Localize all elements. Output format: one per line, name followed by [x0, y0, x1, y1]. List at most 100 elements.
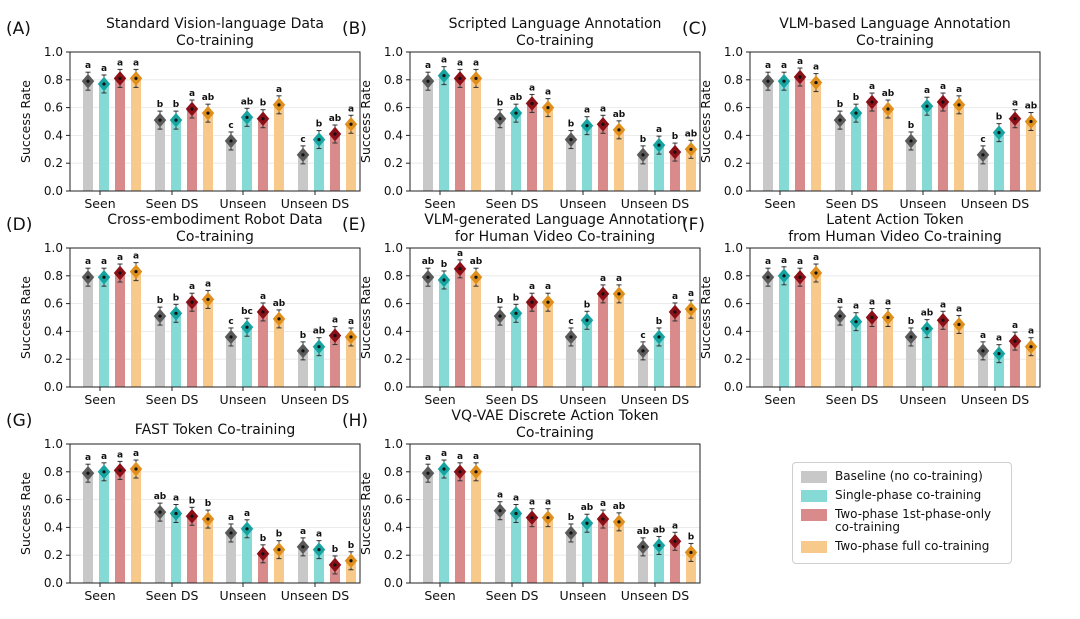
- mean-dot: [118, 468, 122, 473]
- mean-dot: [854, 320, 858, 324]
- bar: [851, 321, 861, 387]
- panel-title-line2: Co-training: [516, 33, 594, 49]
- bar: [906, 336, 916, 387]
- mean-dot: [782, 274, 786, 278]
- bar: [835, 120, 845, 191]
- panel-label: (A): [6, 19, 31, 39]
- legend-label-baseline: Baseline (no co-training): [835, 469, 983, 483]
- y-tick-label: 1.0: [384, 241, 403, 255]
- mean-dot: [261, 117, 265, 121]
- bar: [155, 120, 165, 191]
- significance-letter: a: [425, 453, 431, 463]
- mean-dot: [601, 517, 605, 521]
- significance-letter: a: [1028, 327, 1034, 337]
- mean-dot: [909, 335, 913, 339]
- significance-letter: a: [781, 61, 787, 71]
- x-tick-label: Unseen: [220, 392, 267, 407]
- bar: [115, 78, 125, 191]
- significance-letter: a: [173, 494, 179, 504]
- plot-frame: [749, 247, 1041, 388]
- mean-dot: [86, 275, 90, 279]
- significance-letter: a: [205, 279, 211, 289]
- mean-dot: [474, 275, 478, 279]
- significance-letter: a: [980, 331, 986, 341]
- mean-dot: [1029, 345, 1033, 349]
- panel-title-line2: Co-training: [176, 229, 254, 245]
- y-tick-label: 0.2: [724, 156, 743, 170]
- mean-dot: [261, 310, 265, 314]
- y-axis-label: Success Rate: [698, 80, 713, 163]
- bar: [978, 350, 988, 387]
- panel-label: (G): [6, 411, 32, 431]
- x-tick-label: Seen DS: [486, 392, 539, 407]
- bar: [922, 106, 932, 191]
- bar: [906, 140, 916, 191]
- y-tick-label: 1.0: [44, 45, 63, 59]
- y-axis-label: Success Rate: [698, 276, 713, 359]
- significance-letter: a: [133, 252, 139, 262]
- mean-dot: [641, 545, 645, 549]
- significance-letter: a: [473, 58, 479, 68]
- bar: [423, 81, 433, 191]
- bar: [763, 277, 773, 387]
- panel-label: (B): [342, 19, 367, 39]
- bar: [242, 327, 252, 387]
- bar: [851, 113, 861, 191]
- y-tick-label: 0.6: [384, 297, 403, 311]
- mean-dot: [158, 118, 162, 122]
- bar: [994, 353, 1004, 387]
- mean-dot: [245, 325, 249, 329]
- significance-letter: a: [85, 61, 91, 71]
- x-tick-label: Seen DS: [826, 196, 879, 211]
- bar: [346, 560, 356, 583]
- significance-letter: ab: [154, 492, 167, 502]
- y-tick-label: 0.4: [44, 324, 63, 338]
- mean-dot: [1013, 117, 1017, 121]
- significance-letter: a: [529, 282, 535, 292]
- bar: [614, 293, 624, 387]
- significance-letter: a: [457, 452, 463, 462]
- significance-letter: b: [568, 513, 575, 523]
- mean-dot: [277, 317, 281, 321]
- panel-title-line2: Co-training: [856, 33, 934, 49]
- y-tick-label: 0.2: [384, 352, 403, 366]
- significance-letter: a: [940, 300, 946, 310]
- x-tick-label: Seen: [764, 196, 795, 211]
- significance-letter: a: [600, 274, 606, 284]
- mean-dot: [957, 322, 961, 327]
- significance-letter: a: [1012, 99, 1018, 109]
- mean-dot: [617, 520, 621, 524]
- y-tick-label: 0.4: [384, 520, 403, 534]
- significance-letter: a: [813, 253, 819, 263]
- y-tick-label: 0.2: [384, 156, 403, 170]
- x-tick-label: Unseen: [900, 392, 947, 407]
- significance-letter: a: [101, 452, 107, 462]
- significance-letter: a: [529, 83, 535, 93]
- x-tick-label: Unseen DS: [621, 196, 689, 211]
- y-tick-label: 0.8: [44, 465, 63, 479]
- mean-dot: [569, 137, 573, 142]
- bar: [155, 316, 165, 387]
- significance-letter: ab: [637, 527, 650, 537]
- mean-dot: [617, 292, 621, 296]
- mean-dot: [673, 539, 677, 543]
- mean-dot: [442, 467, 446, 471]
- bar: [314, 549, 324, 583]
- significance-letter: a: [348, 104, 354, 114]
- significance-letter: a: [348, 317, 354, 327]
- significance-letter: a: [332, 316, 338, 326]
- bar: [686, 552, 696, 583]
- bar: [203, 113, 213, 191]
- bar: [883, 317, 893, 387]
- mean-dot: [190, 300, 194, 304]
- bar: [274, 104, 284, 191]
- significance-letter: b: [996, 113, 1003, 123]
- mean-dot: [426, 79, 430, 83]
- significance-letter: b: [908, 317, 915, 327]
- bar: [171, 120, 181, 191]
- legend-item-two-phase-1st: Two-phase 1st-phase-only co-training: [801, 508, 1005, 534]
- mean-dot: [909, 139, 913, 143]
- bar: [566, 139, 576, 191]
- mean-dot: [854, 111, 858, 115]
